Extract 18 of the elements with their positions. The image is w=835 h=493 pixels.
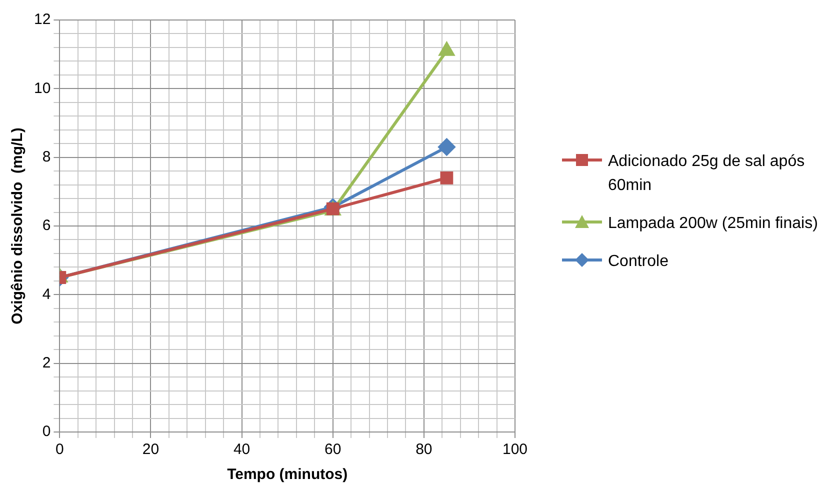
x-tick-label: 60 xyxy=(324,441,342,458)
legend-label: Adicionado 25g de sal após 60min xyxy=(608,152,806,196)
legend-label: Controle xyxy=(608,252,668,272)
x-axis-title: Tempo (minutos) xyxy=(227,466,348,484)
legend-label: Lampada 200w (25min finais) xyxy=(608,214,818,234)
y-tick-label: 10 xyxy=(34,80,51,97)
y-tick-label: 6 xyxy=(42,217,51,234)
y-axis-title: Oxigênio dissolvido (mg/L) xyxy=(9,128,26,324)
x-tick-label: 80 xyxy=(416,441,432,458)
y-tick-label: 12 xyxy=(34,11,51,28)
y-tick-label: 8 xyxy=(42,148,51,166)
y-tick-label: 0 xyxy=(42,423,51,440)
y-tick-label: 4 xyxy=(42,286,51,303)
y-tick-label: 2 xyxy=(42,354,51,372)
x-tick-label: 40 xyxy=(233,441,250,458)
x-tick-label: 100 xyxy=(502,441,528,458)
x-tick-label: 20 xyxy=(142,441,160,458)
x-tick-label: 0 xyxy=(56,441,64,458)
